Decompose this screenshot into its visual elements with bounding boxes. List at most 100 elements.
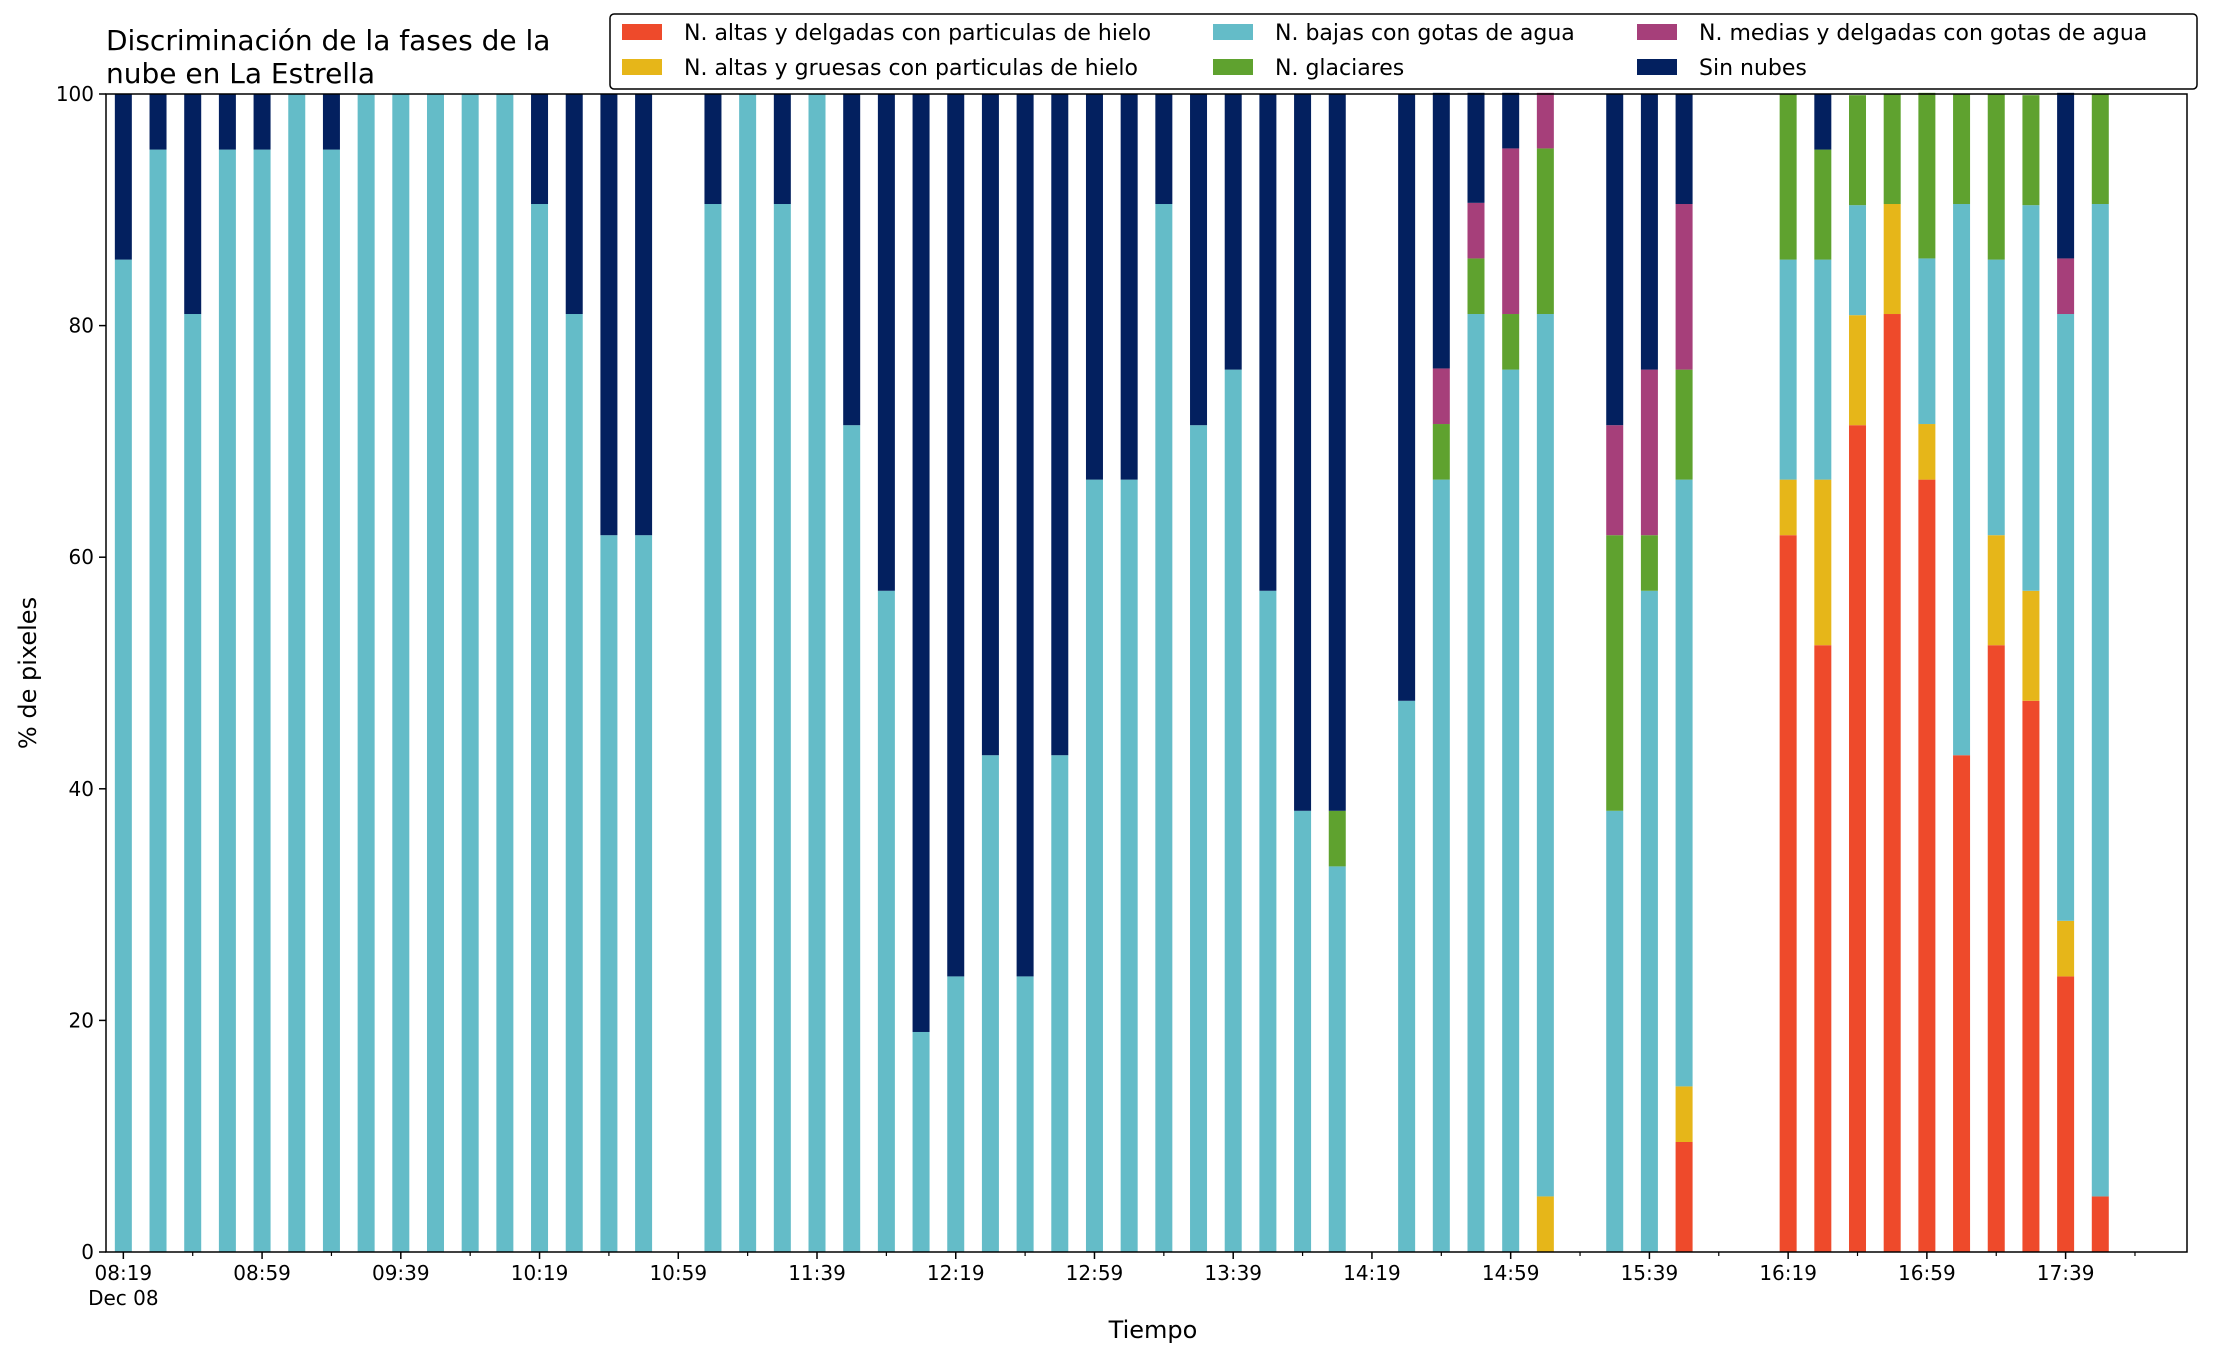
bar-segment-n-bajas-con-gotas-de-agua (288, 94, 306, 1252)
bar-segment-n-medias-y-delgadas-con-gotas-de-agua (1467, 202, 1485, 259)
bar-segment-sin-nubes (1259, 94, 1277, 591)
legend-swatch (1637, 24, 1677, 40)
y-axis-label: % de pixeles (14, 597, 42, 749)
bar-segment-sin-nubes (2057, 92, 2075, 259)
bar-segment-n-bajas-con-gotas-de-agua (1294, 810, 1312, 1252)
bar-segment-sin-nubes (1675, 94, 1693, 205)
bar-segment-n-bajas-con-gotas-de-agua (1224, 369, 1242, 1253)
bar-segment-n-bajas-con-gotas-de-agua (704, 204, 722, 1252)
legend-item-n-glaciares: N. glaciares (1213, 56, 1404, 81)
x-tick-label: 12:59 (1066, 1261, 1124, 1285)
bar-segment-n-glaciares (1675, 369, 1693, 480)
bar-segment-n-bajas-con-gotas-de-agua (114, 259, 132, 1253)
bar-segment-sin-nubes (1640, 94, 1658, 370)
bar-segment-n-altas-y-delgadas-con-particulas-de-hielo (1849, 425, 1867, 1252)
bar-segment-n-bajas-con-gotas-de-agua (1398, 700, 1416, 1252)
bar-segment-n-bajas-con-gotas-de-agua (1814, 259, 1832, 480)
bar-segment-n-medias-y-delgadas-con-gotas-de-agua (1675, 204, 1693, 370)
x-tick-label: 10:59 (649, 1261, 707, 1285)
bar-segment-n-bajas-con-gotas-de-agua (843, 425, 861, 1252)
bar-segment-sin-nubes (1120, 94, 1138, 480)
x-tick-label: 10:19 (511, 1261, 569, 1285)
bar-segment-sin-nubes (1398, 94, 1416, 701)
x-axis-label: Tiempo (1108, 1316, 1198, 1344)
y-axis: 0 20 40 60 80 100 (56, 82, 106, 1264)
bar-segment-sin-nubes (565, 94, 583, 315)
bar-segment-sin-nubes (531, 94, 549, 205)
y-tick-label: 0 (81, 1240, 94, 1264)
bar-segment-n-altas-y-delgadas-con-particulas-de-hielo (1814, 645, 1832, 1252)
bar-segment-n-glaciares (1606, 535, 1624, 811)
legend-swatch (1213, 59, 1253, 75)
bar-segment-n-altas-y-delgadas-con-particulas-de-hielo (2091, 1196, 2109, 1252)
bar-segment-n-bajas-con-gotas-de-agua (739, 94, 757, 1252)
bar-segment-n-altas-y-delgadas-con-particulas-de-hielo (1918, 479, 1936, 1252)
bar-segment-sin-nubes (1467, 92, 1485, 203)
y-tick-label: 20 (69, 1008, 94, 1032)
bar-segment-sin-nubes (773, 94, 791, 205)
legend-label: N. altas y gruesas con particulas de hie… (684, 56, 1138, 81)
bar-segment-sin-nubes (912, 94, 930, 1032)
bar-segment-n-altas-y-delgadas-con-particulas-de-hielo (1953, 755, 1971, 1252)
legend-frame (609, 13, 2198, 90)
bar-segment-n-glaciares (1918, 92, 1936, 259)
legend-item-sin-nubes: Sin nubes (1637, 56, 1807, 81)
bar-segment-n-altas-y-gruesas-con-particulas-de-hielo (1814, 479, 1832, 646)
bars-layer (114, 92, 2109, 1253)
y-tick-label: 60 (69, 545, 94, 569)
x-tick-label: 13:39 (1204, 1261, 1262, 1285)
plot-frame (105, 93, 2188, 1253)
bar-segment-n-glaciares (1502, 314, 1520, 370)
bar-segment-n-bajas-con-gotas-de-agua (2091, 204, 2109, 1197)
bar-segment-n-glaciares (1814, 149, 1832, 260)
bar-segment-n-glaciares (1953, 94, 1971, 205)
bar-segment-n-bajas-con-gotas-de-agua (1155, 204, 1173, 1252)
bar-segment-n-altas-y-gruesas-con-particulas-de-hielo (1675, 1086, 1693, 1142)
bar-segment-n-bajas-con-gotas-de-agua (1016, 976, 1034, 1252)
bar-segment-n-altas-y-gruesas-con-particulas-de-hielo (1779, 479, 1797, 536)
bar-segment-sin-nubes (1190, 94, 1208, 426)
bar-segment-n-glaciares (1640, 535, 1658, 591)
bar-segment-n-bajas-con-gotas-de-agua (461, 94, 479, 1252)
y-tick-label: 100 (56, 82, 94, 106)
bar-segment-n-bajas-con-gotas-de-agua (912, 1031, 930, 1252)
bar-segment-n-bajas-con-gotas-de-agua (2057, 314, 2075, 921)
legend-swatch (1213, 24, 1253, 40)
legend-item-n-altas-y-gruesas-con-particulas-de-hielo: N. altas y gruesas con particulas de hie… (622, 56, 1138, 81)
bar-segment-n-bajas-con-gotas-de-agua (392, 94, 410, 1252)
legend-label: N. glaciares (1275, 56, 1404, 81)
bar-segment-sin-nubes (1085, 94, 1103, 480)
bar-segment-n-bajas-con-gotas-de-agua (1640, 590, 1658, 1252)
bar-segment-n-bajas-con-gotas-de-agua (1675, 479, 1693, 1087)
bar-segment-n-bajas-con-gotas-de-agua (1849, 205, 1867, 316)
bar-segment-n-glaciares (1432, 424, 1450, 480)
bar-segment-n-altas-y-delgadas-con-particulas-de-hielo (2022, 700, 2040, 1252)
bar-segment-n-medias-y-delgadas-con-gotas-de-agua (1640, 369, 1658, 536)
bar-segment-sin-nubes (322, 94, 340, 150)
bar-segment-n-bajas-con-gotas-de-agua (1328, 866, 1346, 1252)
bar-segment-n-bajas-con-gotas-de-agua (565, 314, 583, 1252)
bar-segment-n-bajas-con-gotas-de-agua (1051, 755, 1069, 1252)
bar-segment-n-bajas-con-gotas-de-agua (426, 94, 444, 1252)
x-tick-label: 08:19 (95, 1261, 153, 1285)
bar-segment-n-bajas-con-gotas-de-agua (357, 94, 375, 1252)
bar-segment-sin-nubes (253, 94, 271, 150)
bar-segment-n-bajas-con-gotas-de-agua (1918, 258, 1936, 425)
bar-segment-n-glaciares (1328, 810, 1346, 867)
bar-segment-sin-nubes (1155, 94, 1173, 205)
bar-segment-n-bajas-con-gotas-de-agua (1467, 314, 1485, 1252)
bar-segment-n-bajas-con-gotas-de-agua (1606, 810, 1624, 1252)
bar-segment-n-altas-y-delgadas-con-particulas-de-hielo (1987, 645, 2005, 1252)
legend-swatch (1637, 59, 1677, 75)
bar-segment-sin-nubes (1432, 92, 1450, 369)
bar-segment-n-altas-y-gruesas-con-particulas-de-hielo (1883, 204, 1901, 315)
bar-segment-n-bajas-con-gotas-de-agua (1779, 259, 1797, 480)
x-tick-label: 16:59 (1898, 1261, 1956, 1285)
bar-segment-n-medias-y-delgadas-con-gotas-de-agua (1536, 92, 1554, 149)
legend-label: N. bajas con gotas de agua (1275, 21, 1575, 46)
bar-segment-n-glaciares (1849, 95, 1867, 206)
legend-entries: N. altas y delgadas con particulas de hi… (622, 21, 2147, 81)
bar-segment-n-bajas-con-gotas-de-agua (947, 976, 965, 1252)
bar-segment-sin-nubes (947, 94, 965, 977)
